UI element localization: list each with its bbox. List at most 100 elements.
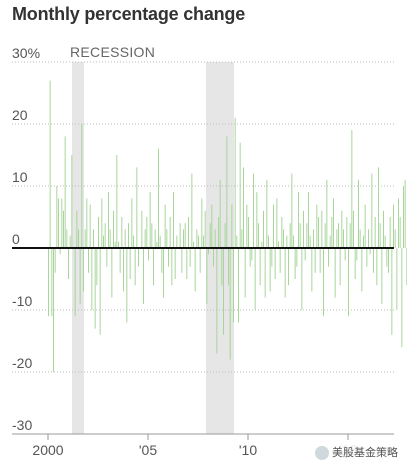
bar — [313, 229, 314, 248]
bar — [179, 223, 181, 248]
bar — [391, 248, 393, 335]
bar — [119, 248, 121, 273]
bar — [286, 235, 288, 248]
bar — [213, 248, 214, 267]
bar — [271, 248, 273, 267]
bar — [343, 229, 344, 248]
bar — [91, 248, 93, 310]
bar — [373, 248, 374, 273]
recession-label: RECESSION — [70, 44, 155, 60]
watermark-text: 美股基金策略 — [332, 446, 398, 459]
bar — [173, 192, 174, 248]
bar — [381, 248, 383, 304]
bar — [198, 235, 199, 248]
bar — [153, 248, 154, 286]
bar — [258, 223, 259, 248]
bar — [209, 223, 211, 248]
bar — [199, 248, 201, 273]
bar — [329, 235, 331, 248]
bar — [243, 167, 244, 248]
bar — [236, 235, 238, 248]
bar — [288, 248, 289, 286]
bar — [294, 248, 296, 279]
bar — [143, 248, 144, 304]
bar — [266, 179, 268, 248]
bar — [64, 136, 66, 248]
bar — [183, 229, 184, 248]
bar — [121, 217, 123, 248]
bar — [53, 248, 54, 372]
bar — [379, 223, 381, 248]
bar — [383, 210, 384, 248]
bar — [358, 179, 359, 248]
bar — [378, 167, 379, 248]
bar — [191, 173, 193, 248]
bar — [344, 248, 346, 261]
bar — [281, 217, 283, 248]
bar — [369, 248, 371, 255]
bar — [396, 248, 398, 310]
bar — [54, 248, 56, 273]
bar — [339, 248, 341, 286]
bar — [83, 248, 84, 292]
bar — [389, 217, 391, 248]
bar — [249, 248, 251, 267]
bar — [186, 248, 188, 279]
bar — [354, 248, 356, 279]
bar — [398, 198, 399, 248]
bar — [376, 248, 378, 286]
bar — [61, 198, 63, 248]
bar — [169, 217, 171, 248]
bar — [111, 248, 113, 298]
bar — [319, 248, 321, 273]
bar — [194, 248, 196, 292]
bar — [346, 217, 348, 248]
bar — [106, 248, 108, 267]
bar — [203, 235, 204, 248]
bar — [351, 130, 353, 248]
bar — [399, 217, 401, 248]
bar — [196, 229, 198, 248]
bar — [321, 210, 323, 248]
bar — [104, 223, 106, 248]
y-tick-label: -20 — [12, 355, 32, 371]
bar — [149, 192, 151, 248]
bar — [363, 235, 364, 248]
bar — [78, 229, 79, 248]
bar — [291, 173, 293, 248]
bar — [161, 248, 163, 273]
bar — [68, 248, 69, 279]
bar — [393, 204, 394, 248]
bar — [129, 248, 131, 279]
x-tick-label: '10 — [239, 442, 257, 458]
x-tick-label: '05 — [139, 442, 157, 458]
bar — [214, 229, 216, 248]
bar — [403, 186, 404, 248]
bar — [244, 248, 246, 298]
bar — [394, 229, 396, 248]
bar — [253, 173, 254, 248]
bar — [109, 229, 111, 248]
bar — [159, 235, 161, 248]
bar — [124, 229, 126, 248]
bar — [284, 248, 286, 298]
bar — [348, 248, 349, 317]
bar — [336, 229, 338, 248]
bar — [331, 217, 333, 248]
bar — [324, 223, 326, 248]
bar — [166, 229, 168, 248]
bar — [254, 248, 256, 310]
bar — [248, 217, 249, 248]
bar — [241, 229, 243, 248]
bar — [114, 241, 116, 248]
bar — [388, 248, 389, 273]
bar — [151, 223, 153, 248]
bar — [148, 248, 149, 261]
bar — [58, 198, 59, 248]
bar — [204, 210, 206, 248]
y-tick-label: 10 — [12, 169, 28, 185]
bar — [93, 229, 94, 248]
bar — [283, 229, 284, 248]
bar — [274, 248, 276, 279]
bar — [56, 186, 58, 248]
